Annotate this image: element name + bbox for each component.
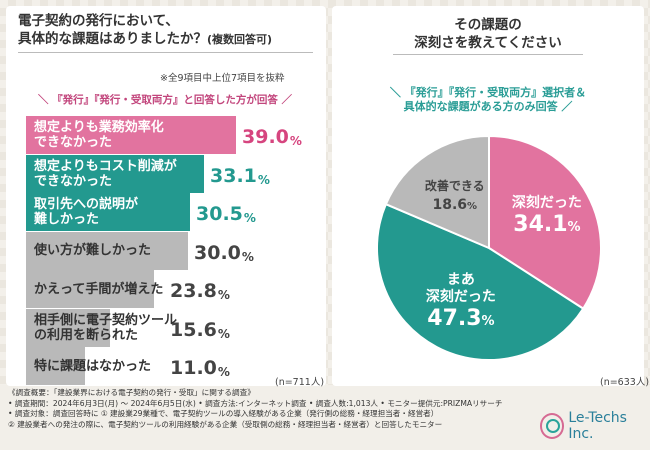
- pie-label-value: 47.3%: [406, 306, 516, 331]
- right-title-underline: [393, 54, 583, 55]
- bar-label: 特に課題はなかった: [34, 358, 152, 374]
- logo-mark-icon: [540, 413, 565, 439]
- right-subtitle-line2: 具体的な課題がある方のみ回答: [403, 100, 558, 113]
- bar-value-label: 39.0%: [242, 116, 302, 154]
- bar-value-label: 11.0%: [170, 347, 230, 385]
- footer-line-0: 《調査概要：「建設業界における電子契約の発行・受取」に関する調査》: [8, 388, 255, 397]
- bar: [26, 116, 236, 154]
- bar-row: 想定よりも業務効率化 できなかった 39.0%: [26, 116, 316, 154]
- bar-value-unit: %: [217, 326, 230, 341]
- bar-value-unit: %: [289, 134, 302, 148]
- right-subtitle: ＼ 『発行』『発行・受取両方』選択者＆ 具体的な課題がある方のみ回答 ／: [389, 86, 587, 113]
- pie-chart-svg: [376, 134, 602, 361]
- pie-label: まあ 深刻だった 47.3%: [406, 272, 516, 331]
- company-logo: Le-Techs Inc.: [540, 410, 650, 442]
- bar-label: 想定よりもコスト削減が できなかった: [34, 158, 177, 189]
- pie-slice: [376, 202, 585, 361]
- bar-row: 想定よりもコスト削減が できなかった 33.1%: [26, 154, 316, 193]
- bar-value-number: 23.8: [170, 280, 217, 302]
- survey-footer: 《調査概要：「建設業界における電子契約の発行・受取」に関する調査》 • 調査期間…: [8, 388, 528, 430]
- left-title-line2: 具体的な課題はありましたか？: [18, 31, 207, 47]
- left-subtitle: ＼ 『発行』『発行・受取両方』と回答した方が回答 ／: [37, 94, 293, 106]
- pie-label-value: 18.6%: [400, 194, 510, 213]
- bar: [26, 270, 154, 308]
- bar-label: かえって手間が増えた: [34, 281, 164, 297]
- pie-value-number: 47.3: [427, 305, 482, 331]
- pie-value-unit: %: [481, 313, 495, 329]
- bar: [26, 231, 188, 270]
- bar: [26, 308, 110, 347]
- left-subtitle-text: 『発行』『発行・受取両方』と回答した方が回答: [52, 94, 278, 106]
- bar-row: 使い方が難しかった 30.0%: [26, 231, 316, 270]
- pie-label: 改善できる 18.6%: [400, 179, 510, 213]
- pie-chart: [376, 134, 602, 361]
- footer-line-2: • 調査対象：調査回答時に ① 建設業29業種で、電子契約ツールの導入経験がある…: [8, 409, 439, 418]
- bar: [26, 347, 85, 385]
- bar-value-number: 15.6: [170, 318, 217, 341]
- pie-label-name: まあ 深刻だった: [425, 271, 496, 305]
- bar-row: 相手側に電子契約ツール の利用を断られた 15.6%: [26, 308, 316, 347]
- right-title: その課題の 深刻さを教えてください: [332, 16, 644, 55]
- pie-value-unit: %: [467, 201, 478, 213]
- pie-label: 深刻だった 34.1%: [492, 195, 602, 237]
- pie-label-value: 34.1%: [492, 212, 602, 237]
- bar-value-label: 30.5%: [196, 193, 256, 231]
- right-subtitle-line1: 『発行』『発行・受取両方』選択者＆: [404, 86, 587, 99]
- bar-row: かえって手間が増えた 23.8%: [26, 270, 316, 308]
- bar-label: 使い方が難しかった: [34, 243, 152, 258]
- left-title-line1: 電子契約の発行において、: [18, 13, 179, 29]
- bar-value-label: 33.1%: [210, 155, 270, 193]
- bar-value-number: 30.5: [196, 203, 243, 225]
- right-sample-size: (n=633人): [600, 377, 650, 388]
- pie-value-number: 18.6: [432, 197, 468, 214]
- bar-value-number: 33.1: [210, 164, 257, 187]
- pie-slice: [384, 134, 490, 250]
- footer-line-3: ② 建設業者への発注の際に、電子契約ツールの利用経験がある企業（受取側の総務・経…: [8, 419, 443, 429]
- bar-value-unit: %: [217, 365, 230, 379]
- logo-text: Le-Techs Inc.: [568, 410, 627, 442]
- right-title-line2: 深刻さを教えてください: [414, 35, 562, 51]
- bar-value-number: 39.0: [242, 126, 289, 148]
- pie-label-name: 深刻だった: [511, 195, 582, 212]
- bar-label: 相手側に電子契約ツール の利用を断られた: [34, 312, 178, 343]
- bar-value-label: 23.8%: [170, 270, 230, 308]
- bar-row: 特に課題はなかった 11.0%: [26, 347, 316, 385]
- left-title-underline: [18, 52, 313, 53]
- pie-label-name: 改善できる: [424, 179, 485, 194]
- left-note: ※全9項目中上位7項目を抜粋: [160, 73, 285, 84]
- left-title-suffix: (複数回答可): [207, 33, 273, 46]
- bar-row: 取引先への説明が 難しかった 30.5%: [26, 193, 316, 231]
- bar-value-unit: %: [217, 288, 230, 302]
- left-title: 電子契約の発行において、 具体的な課題はありましたか？(複数回答可): [18, 12, 318, 53]
- bar-label: 想定よりも業務効率化 できなかった: [34, 120, 164, 150]
- footer-line-1: • 調査期間：2024年6月3日(月) ～ 2024年6月5日(水) • 調査方…: [8, 398, 503, 408]
- bar-value-label: 15.6%: [170, 309, 230, 347]
- left-sample-size: (n=711人): [275, 377, 325, 388]
- bar-value-number: 30.0: [194, 241, 241, 264]
- bar-value-unit: %: [257, 172, 270, 187]
- bar: [26, 154, 204, 193]
- bar-value-number: 11.0: [170, 357, 217, 379]
- pie-value-unit: %: [567, 220, 581, 236]
- bar: [26, 193, 190, 231]
- bar-value-unit: %: [243, 211, 256, 225]
- bar-value-unit: %: [241, 249, 254, 264]
- pie-value-number: 34.1: [513, 212, 568, 238]
- bar-label: 取引先への説明が 難しかった: [34, 197, 139, 227]
- bar-value-label: 30.0%: [194, 232, 254, 270]
- right-title-line1: その課題の: [454, 17, 522, 33]
